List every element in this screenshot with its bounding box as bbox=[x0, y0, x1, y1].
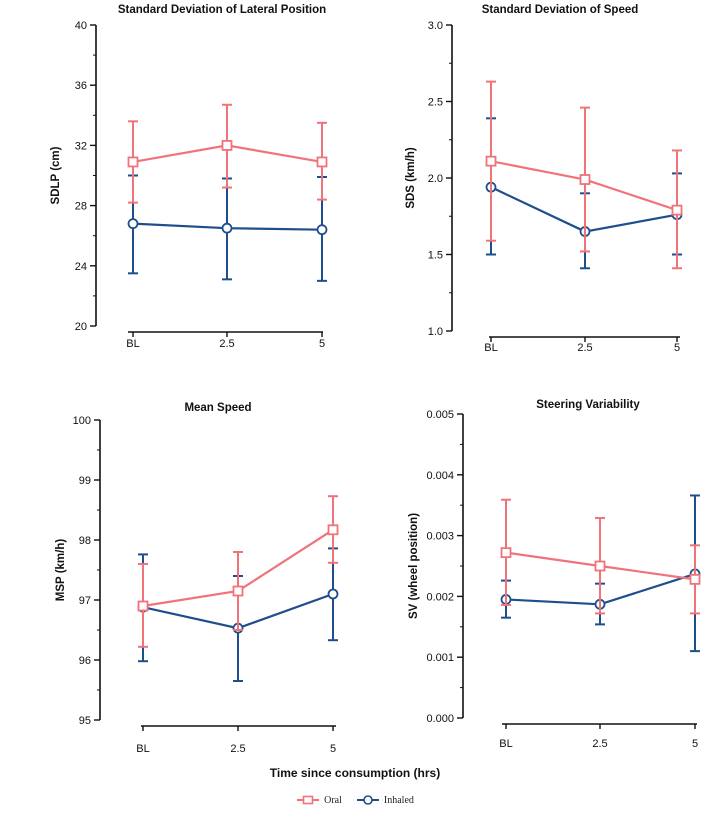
data-point-oral bbox=[579, 174, 591, 185]
chart-title: Standard Deviation of Speed bbox=[482, 4, 639, 16]
legend-item-inhaled: Inhaled bbox=[356, 794, 414, 806]
x-tick-label: 5 bbox=[319, 338, 325, 350]
chart-title: Steering Variability bbox=[536, 399, 640, 411]
series-oral bbox=[137, 495, 339, 648]
data-point-oral bbox=[594, 560, 606, 572]
y-tick-label: 0.001 bbox=[426, 652, 454, 664]
y-axis-label: SDLP (cm) bbox=[50, 146, 62, 204]
series-inhaled bbox=[127, 174, 328, 282]
x-tick-label: 2.5 bbox=[219, 338, 234, 350]
data-point-oral bbox=[500, 547, 512, 559]
y-tick-label: 0.005 bbox=[426, 409, 454, 421]
series-oral bbox=[127, 103, 328, 204]
data-point-oral bbox=[137, 600, 149, 612]
y-tick-label: 0.004 bbox=[426, 470, 454, 482]
chart-panel-1: Standard Deviation of Lateral Position SD… bbox=[50, 4, 328, 350]
data-point-oral bbox=[671, 204, 683, 216]
x-tick-label: 5 bbox=[692, 738, 698, 750]
legend-item-oral: Oral bbox=[296, 794, 342, 806]
legend-oral-marker bbox=[297, 795, 320, 805]
chart-title: Standard Deviation of Lateral Position bbox=[118, 4, 326, 16]
y-tick-label: 40 bbox=[75, 20, 87, 32]
y-tick-label: 32 bbox=[75, 140, 87, 152]
y-axis-label: SV (wheel position) bbox=[408, 513, 420, 619]
y-tick-label: 24 bbox=[75, 261, 87, 273]
y-tick-label: 1.0 bbox=[428, 326, 443, 338]
y-tick-label: 3.0 bbox=[428, 20, 443, 32]
data-point-inhaled bbox=[221, 222, 233, 234]
y-tick-label: 0.003 bbox=[426, 531, 454, 543]
data-point-oral bbox=[327, 524, 339, 536]
data-point-oral bbox=[316, 156, 328, 168]
x-tick-label: 5 bbox=[674, 342, 680, 354]
data-point-oral bbox=[689, 573, 701, 585]
legend-inhaled-label: Inhaled bbox=[383, 794, 414, 806]
y-tick-label: 2.5 bbox=[428, 97, 443, 109]
y-tick-label: 28 bbox=[75, 201, 87, 213]
data-point-oral bbox=[127, 156, 139, 168]
y-tick-label: 99 bbox=[79, 475, 91, 487]
data-point-oral bbox=[485, 155, 497, 167]
x-tick-label: 2.5 bbox=[230, 743, 245, 755]
y-axis-label: MSP (km/h) bbox=[55, 539, 67, 602]
chart-panel-2: Standard Deviation of Speed SDS (km/h) 1.0… bbox=[405, 4, 683, 354]
series-oral bbox=[485, 80, 683, 270]
x-tick-label: 2.5 bbox=[592, 738, 607, 750]
legend-oral-label: Oral bbox=[324, 794, 342, 806]
data-point-inhaled bbox=[316, 224, 328, 236]
data-point-oral bbox=[232, 585, 244, 597]
y-tick-label: 0.000 bbox=[426, 713, 454, 725]
y-tick-label: 98 bbox=[79, 535, 91, 547]
chart-panel-3: Mean Speed MSP (km/h) 95 96 97 98 99 100 BL 2.5 5 bbox=[55, 402, 339, 755]
data-point-inhaled bbox=[127, 218, 139, 230]
chart-title: Mean Speed bbox=[184, 402, 251, 414]
x-tick-label: 2.5 bbox=[577, 342, 592, 354]
y-tick-label: 0.002 bbox=[426, 591, 454, 603]
y-tick-label: 2.0 bbox=[428, 173, 443, 185]
y-tick-label: 36 bbox=[75, 80, 87, 92]
y-axis-label: SDS (km/h) bbox=[405, 147, 417, 209]
legend: Oral Inhaled bbox=[0, 794, 710, 806]
x-tick-label: BL bbox=[484, 342, 497, 354]
x-axis-label: Time since consumption (hrs) bbox=[269, 766, 441, 780]
y-tick-label: 97 bbox=[79, 595, 91, 607]
y-tick-label: 96 bbox=[79, 655, 91, 667]
x-tick-label: BL bbox=[126, 338, 139, 350]
y-tick-label: 100 bbox=[73, 415, 91, 427]
x-tick-label: BL bbox=[136, 743, 149, 755]
y-tick-label: 20 bbox=[75, 321, 87, 333]
y-tick-label: 95 bbox=[79, 715, 91, 727]
y-tick-label: 1.5 bbox=[428, 250, 443, 262]
chart-panel-4: Steering Variability SV (wheel position) 0… bbox=[408, 399, 701, 750]
x-tick-label: 5 bbox=[330, 743, 336, 755]
data-point-inhaled bbox=[327, 588, 339, 600]
legend-inhaled-marker bbox=[356, 795, 379, 805]
series-oral bbox=[500, 498, 701, 615]
data-point-oral bbox=[221, 139, 233, 151]
x-tick-label: BL bbox=[499, 738, 512, 750]
